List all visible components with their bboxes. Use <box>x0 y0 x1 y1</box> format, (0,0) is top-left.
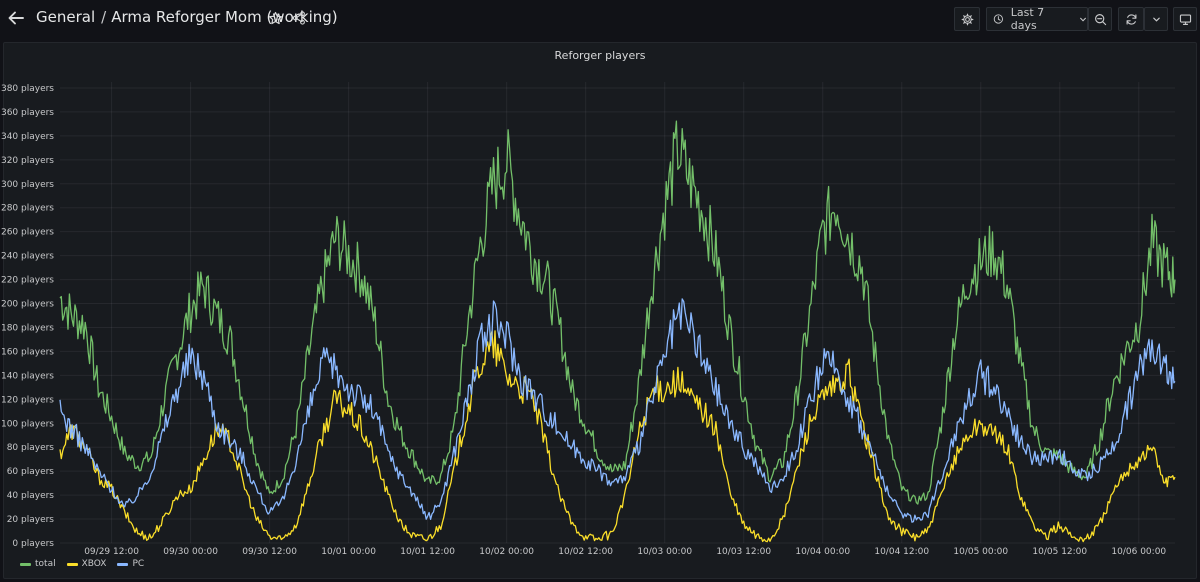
share-button[interactable] <box>290 9 308 27</box>
breadcrumb-folder[interactable]: General <box>36 8 96 26</box>
y-tick-label: 240 players <box>1 252 54 262</box>
y-tick-label: 40 players <box>7 491 55 501</box>
legend-swatch-pc <box>117 562 129 566</box>
time-range-picker[interactable]: Last 7 days <box>986 6 1088 32</box>
legend-item-pc[interactable]: PC <box>117 559 144 569</box>
y-tick-label: 340 players <box>1 132 54 142</box>
x-tick-label: 10/04 00:00 <box>795 547 850 557</box>
y-tick-label: 380 players <box>1 84 54 94</box>
y-tick-label: 280 players <box>1 204 54 214</box>
back-button[interactable] <box>4 6 28 30</box>
y-tick-label: 160 players <box>1 347 54 357</box>
x-tick-label: 10/01 00:00 <box>321 547 376 557</box>
legend-item-xbox[interactable]: XBOX <box>66 559 107 569</box>
legend-label-total: total <box>35 559 56 569</box>
breadcrumb-separator: / <box>101 8 107 26</box>
clock-icon <box>993 14 1003 24</box>
y-tick-label: 180 players <box>1 323 54 333</box>
legend-label-xbox: XBOX <box>81 559 107 569</box>
gear-icon <box>961 13 973 25</box>
y-tick-label: 360 players <box>1 108 54 118</box>
y-tick-label: 100 players <box>1 419 54 429</box>
y-tick-label: 320 players <box>1 156 54 166</box>
legend-label-pc: PC <box>132 559 145 569</box>
y-tick-label: 300 players <box>1 180 54 190</box>
y-axis-tick-labels: 0 players 20 players 40 players 60 players 8… <box>1 84 54 549</box>
x-tick-label: 10/03 00:00 <box>637 547 692 557</box>
dashboard-settings-button[interactable] <box>954 7 980 31</box>
tv-mode-button[interactable] <box>1173 7 1197 31</box>
x-tick-label: 10/04 12:00 <box>874 547 929 557</box>
x-tick-label: 10/06 00:00 <box>1111 547 1166 557</box>
x-tick-label: 09/30 12:00 <box>242 547 297 557</box>
refresh-icon <box>1126 13 1136 25</box>
x-tick-label: 09/30 00:00 <box>163 547 218 557</box>
legend-swatch-xbox <box>66 562 78 566</box>
series-line-xbox <box>59 330 1176 543</box>
star-icon <box>268 11 282 24</box>
y-tick-label: 220 players <box>1 276 54 286</box>
panel-title[interactable]: Reforger players <box>554 49 646 62</box>
y-tick-label: 60 players <box>7 467 55 477</box>
x-tick-label: 10/02 12:00 <box>558 547 613 557</box>
legend-swatch-total <box>20 562 31 566</box>
legend-item-total[interactable]: total <box>20 559 56 569</box>
share-icon <box>292 11 305 25</box>
time-range-label: Last 7 days <box>1010 6 1045 32</box>
x-tick-label: 10/02 00:00 <box>479 547 534 557</box>
y-tick-label: 120 players <box>1 395 54 405</box>
monitor-icon <box>1179 13 1191 25</box>
refresh-button[interactable] <box>1118 7 1144 31</box>
y-tick-label: 260 players <box>1 228 54 238</box>
chevron-down-icon <box>1152 17 1160 22</box>
breadcrumb: General / Arma Reforger Mom (working) <box>36 8 338 26</box>
y-tick-label: 140 players <box>1 371 54 381</box>
x-gridlines <box>111 82 1140 543</box>
zoom-out-button[interactable] <box>1088 7 1112 31</box>
refresh-interval-dropdown[interactable] <box>1144 7 1168 31</box>
star-button[interactable] <box>266 9 284 27</box>
arrow-left-icon <box>8 11 24 25</box>
series-line-pc <box>59 298 1176 523</box>
y-gridlines <box>60 87 1175 544</box>
y-tick-label: 80 players <box>7 443 55 453</box>
x-axis-tick-labels: 09/29 12:00 09/30 00:00 09/30 12:00 10/01 0… <box>84 547 1166 557</box>
series-lines <box>59 120 1176 543</box>
chevron-down-icon <box>1080 17 1086 21</box>
x-tick-label: 10/03 12:00 <box>716 547 771 557</box>
dashboard-navbar: General / Arma Reforger Mom (working) La… <box>0 0 1200 38</box>
x-tick-label: 09/29 12:00 <box>84 547 139 557</box>
x-tick-label: 10/01 12:00 <box>400 547 455 557</box>
x-tick-label: 10/05 12:00 <box>1032 547 1087 557</box>
y-tick-label: 200 players <box>1 300 54 310</box>
chart-panel: Reforger players <box>3 42 1197 579</box>
series-line-total <box>59 120 1176 505</box>
y-tick-label: 20 players <box>7 515 55 525</box>
chart-legend: total XBOX PC <box>20 559 155 569</box>
y-tick-label: 0 players <box>12 539 54 549</box>
dashboard-title[interactable]: Arma Reforger Mom (working) <box>111 8 338 26</box>
x-tick-label: 10/05 00:00 <box>953 547 1008 557</box>
zoom-out-icon <box>1094 13 1106 25</box>
